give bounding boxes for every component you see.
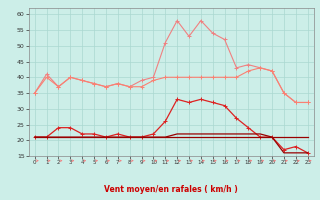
X-axis label: Vent moyen/en rafales ( km/h ): Vent moyen/en rafales ( km/h ) — [104, 185, 238, 194]
